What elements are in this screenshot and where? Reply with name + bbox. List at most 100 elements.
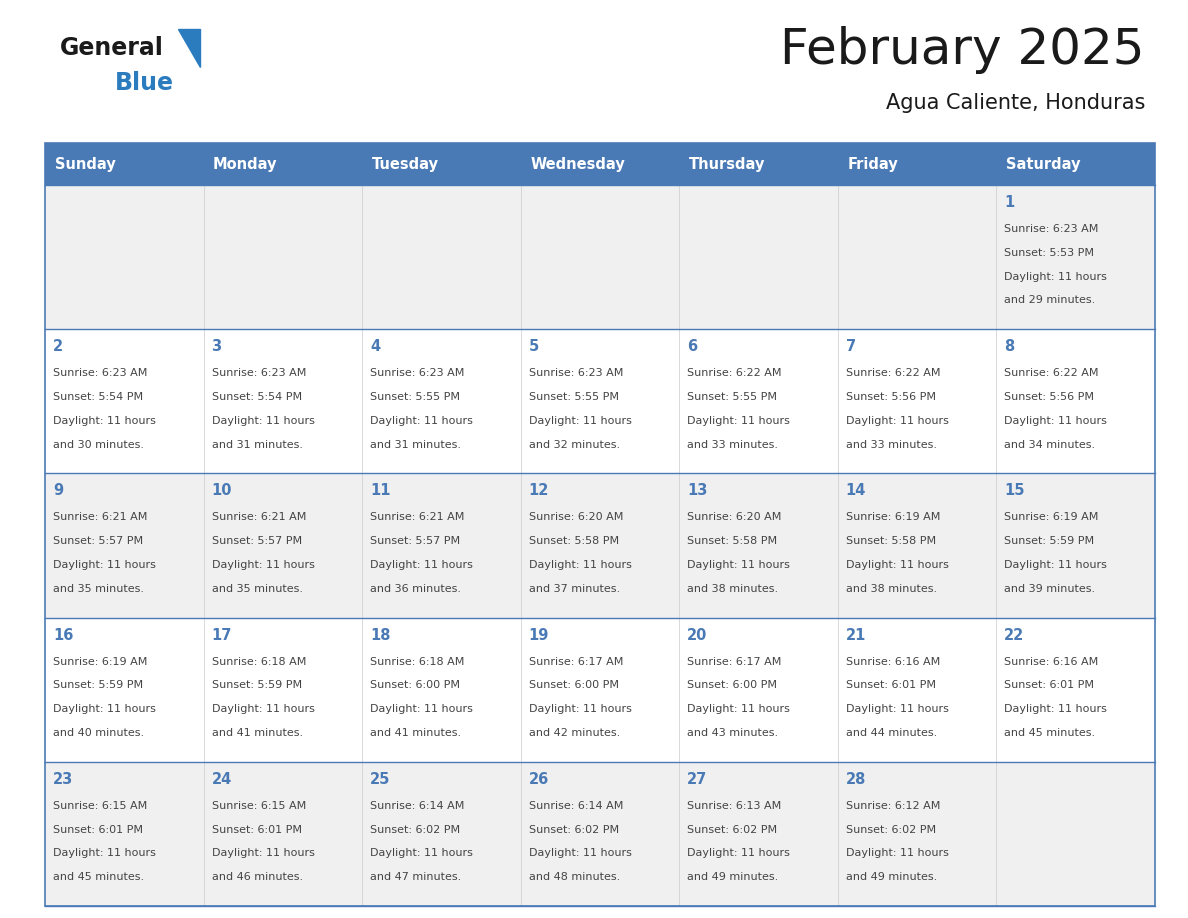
Bar [680,143,838,185]
Text: and 32 minutes.: and 32 minutes. [529,440,620,450]
Text: Sunset: 5:59 PM: Sunset: 5:59 PM [53,680,143,690]
Text: and 47 minutes.: and 47 minutes. [371,872,461,882]
Bar [680,618,838,762]
Text: Friday: Friday [847,156,898,172]
Text: Sunrise: 6:19 AM: Sunrise: 6:19 AM [846,512,940,522]
Text: Sunset: 6:01 PM: Sunset: 6:01 PM [53,824,143,834]
Text: Sunrise: 6:14 AM: Sunrise: 6:14 AM [371,800,465,811]
Text: and 45 minutes.: and 45 minutes. [1004,728,1095,738]
Text: Daylight: 11 hours: Daylight: 11 hours [687,560,790,570]
Text: 26: 26 [529,772,549,787]
Text: Tuesday: Tuesday [372,156,438,172]
Text: Daylight: 11 hours: Daylight: 11 hours [53,848,156,858]
Bar [45,185,203,330]
Text: Daylight: 11 hours: Daylight: 11 hours [529,560,632,570]
Text: 21: 21 [846,628,866,643]
Text: 23: 23 [53,772,74,787]
Text: Sunset: 5:57 PM: Sunset: 5:57 PM [371,536,460,546]
Text: 3: 3 [211,340,222,354]
Text: and 44 minutes.: and 44 minutes. [846,728,937,738]
Text: Sunrise: 6:23 AM: Sunrise: 6:23 AM [371,368,465,378]
Text: 5: 5 [529,340,539,354]
Text: Daylight: 11 hours: Daylight: 11 hours [371,848,473,858]
Bar [997,618,1155,762]
Text: Sunrise: 6:16 AM: Sunrise: 6:16 AM [846,656,940,666]
Text: Sunset: 6:01 PM: Sunset: 6:01 PM [846,680,936,690]
Bar [997,474,1155,618]
Text: 9: 9 [53,484,63,498]
Bar [838,618,997,762]
Text: 12: 12 [529,484,549,498]
Bar [997,143,1155,185]
Text: and 49 minutes.: and 49 minutes. [687,872,778,882]
Text: and 48 minutes.: and 48 minutes. [529,872,620,882]
Text: and 37 minutes.: and 37 minutes. [529,584,620,594]
Text: and 36 minutes.: and 36 minutes. [371,584,461,594]
Text: Daylight: 11 hours: Daylight: 11 hours [53,704,156,714]
Bar [838,330,997,474]
Text: Sunrise: 6:20 AM: Sunrise: 6:20 AM [529,512,623,522]
Text: and 34 minutes.: and 34 minutes. [1004,440,1095,450]
Bar [680,762,838,906]
Bar [997,330,1155,474]
Text: Sunset: 5:58 PM: Sunset: 5:58 PM [846,536,936,546]
Text: and 49 minutes.: and 49 minutes. [846,872,937,882]
Text: 18: 18 [371,628,391,643]
Text: Sunset: 6:01 PM: Sunset: 6:01 PM [211,824,302,834]
Text: and 43 minutes.: and 43 minutes. [687,728,778,738]
Bar [520,474,680,618]
Text: Sunrise: 6:23 AM: Sunrise: 6:23 AM [53,368,147,378]
Text: Sunrise: 6:18 AM: Sunrise: 6:18 AM [371,656,465,666]
Text: Sunset: 5:59 PM: Sunset: 5:59 PM [1004,536,1094,546]
Text: Daylight: 11 hours: Daylight: 11 hours [1004,560,1107,570]
Text: 28: 28 [846,772,866,787]
Text: Sunrise: 6:23 AM: Sunrise: 6:23 AM [529,368,623,378]
Bar [997,762,1155,906]
Text: Daylight: 11 hours: Daylight: 11 hours [1004,272,1107,282]
Bar [997,185,1155,330]
Text: Daylight: 11 hours: Daylight: 11 hours [846,848,949,858]
Text: and 31 minutes.: and 31 minutes. [211,440,303,450]
Text: Sunset: 5:56 PM: Sunset: 5:56 PM [846,392,936,402]
Text: 16: 16 [53,628,74,643]
Bar [203,143,362,185]
Bar [362,330,520,474]
Text: Sunrise: 6:22 AM: Sunrise: 6:22 AM [1004,368,1099,378]
Bar [203,762,362,906]
Text: and 42 minutes.: and 42 minutes. [529,728,620,738]
Bar [680,185,838,330]
Bar [520,762,680,906]
Text: Sunset: 5:55 PM: Sunset: 5:55 PM [529,392,619,402]
Text: and 46 minutes.: and 46 minutes. [211,872,303,882]
Bar [838,474,997,618]
Text: Sunrise: 6:15 AM: Sunrise: 6:15 AM [53,800,147,811]
Text: 4: 4 [371,340,380,354]
Bar [203,474,362,618]
Text: and 35 minutes.: and 35 minutes. [53,584,144,594]
Bar [45,143,1155,906]
Text: Daylight: 11 hours: Daylight: 11 hours [846,560,949,570]
Text: Sunrise: 6:23 AM: Sunrise: 6:23 AM [211,368,305,378]
Text: Sunset: 5:57 PM: Sunset: 5:57 PM [53,536,143,546]
Text: Daylight: 11 hours: Daylight: 11 hours [371,704,473,714]
Text: Daylight: 11 hours: Daylight: 11 hours [687,704,790,714]
Text: 20: 20 [687,628,708,643]
Text: 2: 2 [53,340,63,354]
Text: Sunset: 5:54 PM: Sunset: 5:54 PM [53,392,143,402]
Text: Sunset: 5:58 PM: Sunset: 5:58 PM [687,536,777,546]
Bar [45,762,203,906]
Bar [362,618,520,762]
Text: Sunset: 6:00 PM: Sunset: 6:00 PM [687,680,777,690]
Text: Saturday: Saturday [1006,156,1080,172]
Text: Sunrise: 6:23 AM: Sunrise: 6:23 AM [1004,224,1099,234]
Text: 19: 19 [529,628,549,643]
Text: Sunset: 5:56 PM: Sunset: 5:56 PM [1004,392,1094,402]
Text: Sunrise: 6:21 AM: Sunrise: 6:21 AM [53,512,147,522]
Bar [838,143,997,185]
Text: Sunrise: 6:18 AM: Sunrise: 6:18 AM [211,656,305,666]
Text: Daylight: 11 hours: Daylight: 11 hours [371,416,473,426]
Text: Sunrise: 6:22 AM: Sunrise: 6:22 AM [846,368,940,378]
Text: Agua Caliente, Honduras: Agua Caliente, Honduras [885,93,1145,113]
Bar [203,618,362,762]
Text: 8: 8 [1004,340,1015,354]
